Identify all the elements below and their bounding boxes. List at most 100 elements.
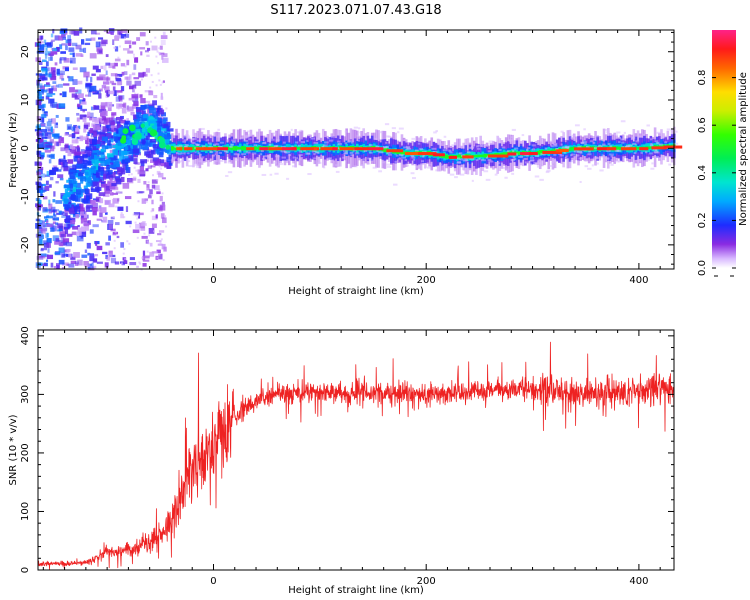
heatmap-cell [475, 154, 478, 158]
heatmap-cell [56, 47, 60, 52]
heatmap-cell [148, 105, 155, 110]
heatmap-cell [606, 131, 610, 134]
heatmap-cell [134, 57, 139, 63]
heatmap-cell [588, 150, 591, 153]
heatmap-cell [364, 134, 369, 137]
heatmap-cell [67, 151, 72, 157]
heatmap-cell [349, 151, 354, 154]
heatmap-cell [224, 150, 228, 153]
heatmap-cell [644, 151, 648, 154]
heatmap-cell [483, 170, 489, 173]
heatmap-cell [621, 141, 625, 144]
heatmap-cell [123, 123, 129, 128]
heatmap-cell [286, 159, 291, 162]
heatmap-cell [272, 132, 277, 135]
heatmap-cell [72, 67, 78, 70]
heatmap-cell [95, 241, 98, 246]
heatmap-cell [84, 249, 88, 253]
heatmap-cell [71, 139, 78, 144]
heatmap-cell [404, 158, 408, 161]
heatmap-cell [157, 62, 160, 65]
heatmap-cell [354, 147, 366, 151]
heatmap-cell [368, 144, 373, 147]
spectrogram-frame [37, 29, 675, 270]
heatmap-cell [316, 137, 320, 140]
heatmap-cell [216, 135, 221, 138]
heatmap-cell [59, 159, 65, 166]
heatmap-cell [456, 157, 460, 160]
heatmap-cell [347, 140, 351, 143]
heatmap-cell [267, 155, 271, 158]
heatmap-cell [41, 136, 48, 139]
heatmap-cell [151, 45, 158, 51]
heatmap-cell [89, 116, 93, 121]
heatmap-cell [397, 157, 402, 160]
heatmap-cell [67, 159, 74, 164]
heatmap-cell [42, 43, 48, 48]
heatmap-cell [92, 175, 98, 181]
heatmap-cell [86, 161, 92, 166]
heatmap-cell [91, 199, 96, 206]
heatmap-cell [148, 90, 154, 96]
heatmap-cell [150, 210, 153, 213]
heatmap-cell [110, 31, 114, 35]
heatmap-cell [149, 107, 157, 114]
heatmap-cell [433, 131, 437, 134]
heatmap-cell [144, 90, 152, 93]
heatmap-cell [410, 172, 415, 175]
heatmap-cell [158, 47, 161, 50]
heatmap-cell [85, 182, 91, 187]
heatmap-cell [454, 176, 458, 179]
heatmap-cell [90, 30, 97, 35]
heatmap-cell [62, 36, 67, 40]
heatmap-cell [109, 192, 114, 196]
heatmap-cell [160, 92, 163, 98]
heatmap-cell [234, 146, 238, 151]
heatmap-cell [624, 145, 630, 148]
heatmap-cell [357, 157, 361, 160]
heatmap-cell [589, 140, 594, 143]
heatmap-cell [264, 155, 269, 158]
heatmap-cell [136, 236, 139, 239]
heatmap-cell [113, 136, 118, 142]
heatmap-cell [117, 140, 122, 146]
heatmap-cell [232, 140, 236, 143]
heatmap-cell [42, 225, 46, 228]
heatmap-cell [604, 128, 608, 131]
heatmap-cell [601, 154, 605, 157]
heatmap-cell [101, 136, 109, 142]
heatmap-cell [140, 98, 146, 104]
chart-title: S117.2023.071.07.43.G18 [270, 3, 441, 18]
heatmap-cell [573, 150, 579, 153]
heatmap-cell [160, 167, 163, 170]
heatmap-cell [80, 136, 87, 141]
heatmap-cell [313, 147, 318, 151]
heatmap-cell [62, 162, 68, 168]
heatmap-cell [98, 192, 106, 197]
heatmap-cell [296, 131, 300, 134]
heatmap-cell [102, 216, 108, 223]
heatmap-cell [100, 160, 107, 166]
heatmap-cell [343, 152, 348, 155]
heatmap-cell [217, 147, 229, 151]
heatmap-cell [76, 235, 84, 242]
heatmap-cell [72, 164, 77, 170]
heatmap-cell [64, 184, 71, 189]
heatmap-cell [96, 218, 102, 221]
heatmap-cell [120, 33, 126, 39]
heatmap-cell [510, 158, 516, 161]
heatmap-cell [90, 37, 96, 41]
heatmap-cell [483, 153, 487, 158]
heatmap-cell [36, 38, 43, 41]
heatmap-cell [75, 147, 81, 153]
heatmap-cell [549, 140, 553, 143]
heatmap-cell [39, 133, 44, 136]
heatmap-cell [584, 159, 587, 162]
heatmap-cell [52, 47, 58, 52]
heatmap-cell [76, 163, 84, 169]
heatmap-cell [83, 260, 89, 266]
heatmap-cell [48, 199, 51, 206]
heatmap-cell [661, 136, 664, 139]
y-tick-label: 200 [20, 443, 31, 462]
heatmap-cell [71, 126, 76, 132]
